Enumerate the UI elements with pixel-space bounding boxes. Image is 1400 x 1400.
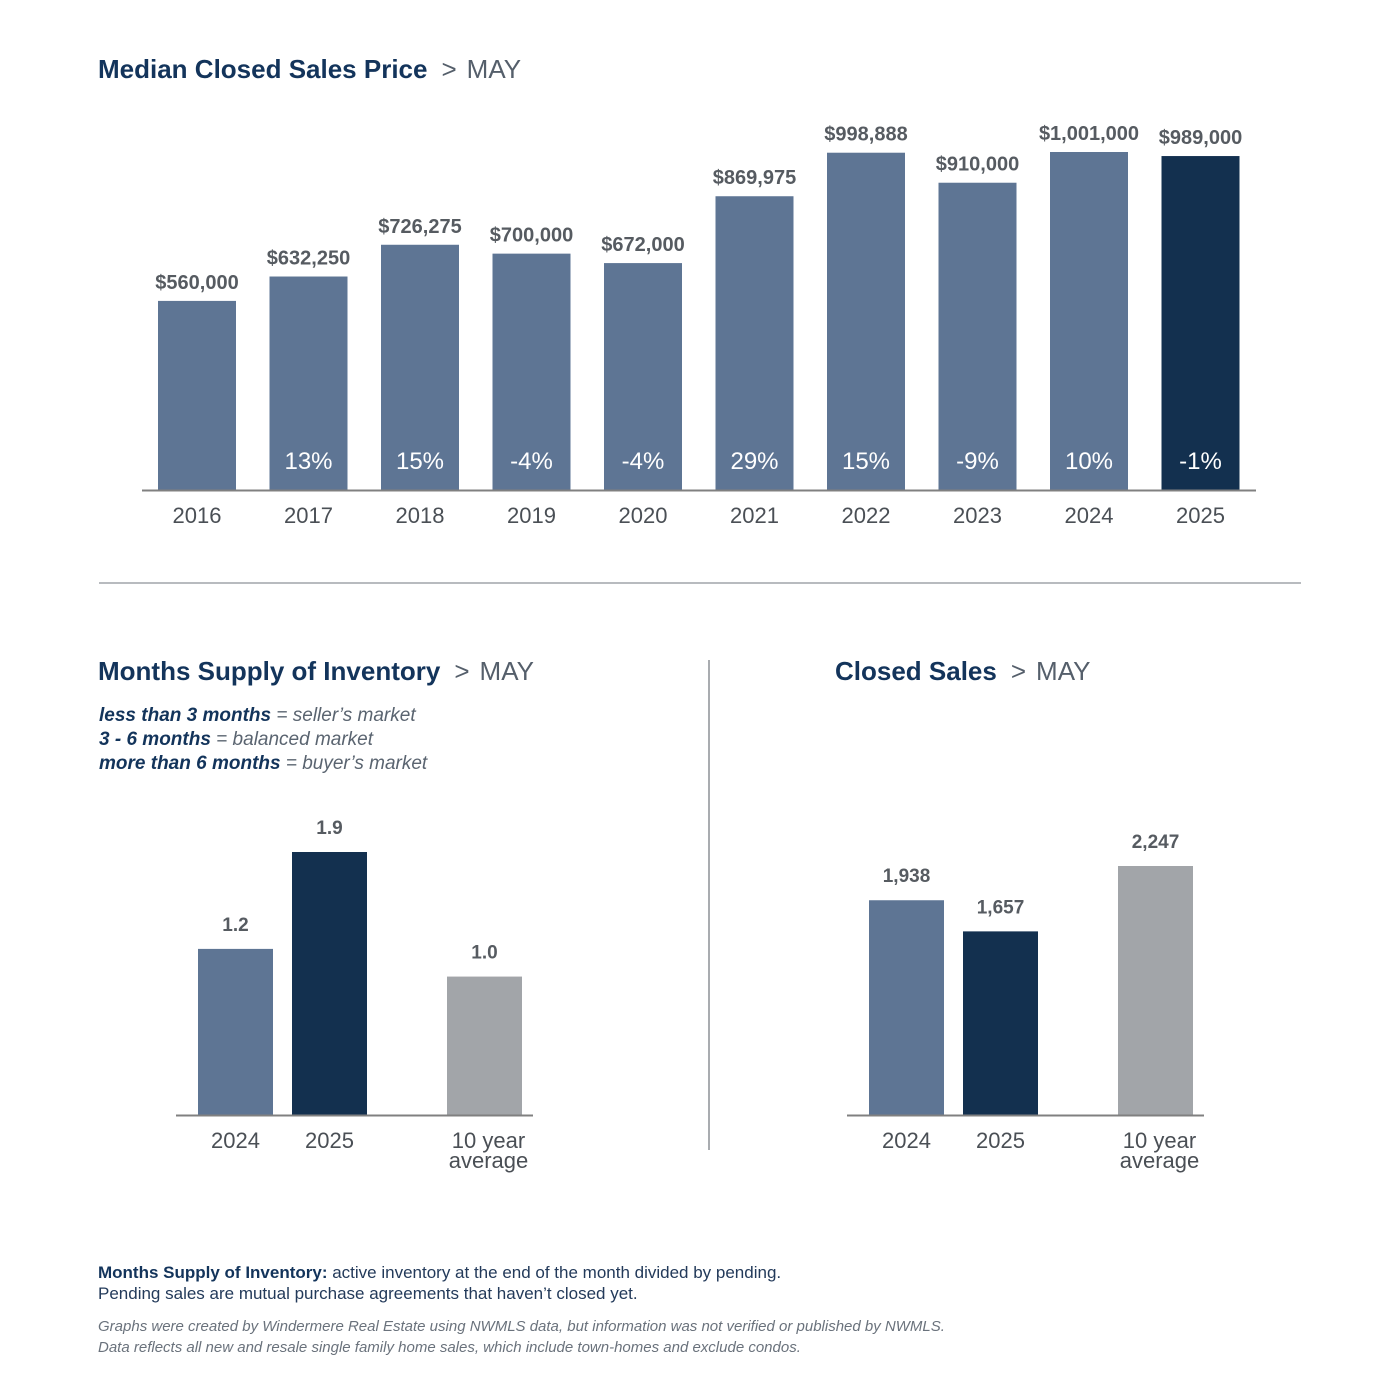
bar-2016 <box>158 300 236 490</box>
year-label-2025: 2025 <box>1176 503 1225 528</box>
year-label-2020: 2020 <box>619 503 668 528</box>
value-label-2022: $998,888 <box>824 124 907 146</box>
bar-2023 <box>938 182 1017 490</box>
category-label-2025: 2025 <box>976 1128 1025 1153</box>
change-label-2017: 13% <box>284 448 332 475</box>
bar-2025 <box>292 852 367 1115</box>
category-label-average: average <box>449 1148 529 1173</box>
footnote-definition: Months Supply of Inventory: active inven… <box>98 1263 782 1282</box>
legend-seller-market: less than 3 months = seller’s market <box>99 705 416 726</box>
value-label-2024: 1.2 <box>222 915 248 936</box>
sales-chart-title: Closed Sales > MAY <box>835 656 1090 687</box>
sales-title-separator: > <box>1010 656 1027 686</box>
year-label-2016: 2016 <box>173 503 222 528</box>
category-label-2024: 2024 <box>882 1128 931 1153</box>
bar-10-year-average <box>447 976 522 1115</box>
bar-2022 <box>827 152 905 491</box>
value-label-2025: 1.9 <box>316 818 342 839</box>
footnote-pending: Pending sales are mutual purchase agreem… <box>98 1284 638 1303</box>
median-title-month: MAY <box>466 54 522 84</box>
value-label-2018: $726,275 <box>378 216 461 238</box>
sales-title-month: MAY <box>1036 656 1091 686</box>
value-label-10-year-average: 2,247 <box>1132 832 1180 853</box>
median-title-separator: > <box>441 54 457 84</box>
bar-10-year-average <box>1118 866 1193 1115</box>
year-label-2017: 2017 <box>284 503 333 528</box>
section-divider <box>99 582 1301 584</box>
value-label-2024: $1,001,000 <box>1039 123 1139 145</box>
change-label-2021: 29% <box>730 448 778 475</box>
category-label-2024: 2024 <box>211 1128 260 1153</box>
median-price-chart: $560,000 2016 $632,250 13% 2017 $726,275 15% 20… <box>142 123 1256 528</box>
value-label-2017: $632,250 <box>267 248 350 270</box>
bar-2025 <box>1161 156 1240 490</box>
legend-buyer-market: more than 6 months = buyer’s market <box>99 753 428 774</box>
year-label-2021: 2021 <box>730 503 779 528</box>
year-label-2022: 2022 <box>842 503 891 528</box>
legend-balanced-market: 3 - 6 months = balanced market <box>99 729 374 750</box>
year-label-2018: 2018 <box>396 503 445 528</box>
disclaimer-source: Graphs were created by Windermere Real E… <box>98 1318 945 1335</box>
bar-2019 <box>492 253 571 490</box>
category-label-2025: 2025 <box>305 1128 354 1153</box>
category-label-average: average <box>1120 1148 1200 1173</box>
bar-2024 <box>869 900 944 1115</box>
bar-2024 <box>1050 152 1128 490</box>
value-label-10-year-average: 1.0 <box>471 943 497 964</box>
value-label-2021: $869,975 <box>713 167 796 189</box>
supply-title-month: MAY <box>479 656 534 686</box>
bar-2025 <box>963 931 1038 1115</box>
disclaimer-scope: Data reflects all new and resale single … <box>98 1339 801 1356</box>
year-label-2024: 2024 <box>1065 503 1114 528</box>
change-label-2020: -4% <box>622 448 665 475</box>
change-label-2023: -9% <box>956 448 999 475</box>
bar-2021 <box>715 196 794 491</box>
year-label-2019: 2019 <box>507 503 556 528</box>
change-label-2019: -4% <box>510 448 553 475</box>
bar-2020 <box>604 263 682 490</box>
change-label-2024: 10% <box>1065 448 1113 475</box>
bar-2024 <box>198 948 273 1115</box>
value-label-2020: $672,000 <box>601 234 684 256</box>
bar-2017 <box>269 276 348 490</box>
supply-chart-title: Months Supply of Inventory > MAY <box>98 656 534 687</box>
value-label-2023: $910,000 <box>936 154 1019 176</box>
median-title-text: Median Closed Sales Price <box>98 54 428 84</box>
change-label-2018: 15% <box>396 448 444 475</box>
value-label-2025: $989,000 <box>1159 127 1242 149</box>
supply-title-text: Months Supply of Inventory <box>98 656 441 686</box>
value-label-2025: 1,657 <box>977 897 1025 918</box>
supply-title-separator: > <box>454 656 470 686</box>
category-label-10-year: 10 year <box>452 1128 525 1153</box>
median-chart-title: Median Closed Sales Price > MAY <box>98 54 521 85</box>
category-label-10-year: 10 year <box>1123 1128 1196 1153</box>
change-label-2022: 15% <box>842 448 890 475</box>
sales-title-text: Closed Sales <box>835 656 997 686</box>
bar-2018 <box>381 244 459 490</box>
value-label-2024: 1,938 <box>883 866 931 887</box>
value-label-2016: $560,000 <box>155 272 238 294</box>
change-label-2025: -1% <box>1179 448 1222 475</box>
year-label-2023: 2023 <box>953 503 1002 528</box>
column-divider <box>708 660 710 1150</box>
value-label-2019: $700,000 <box>490 225 573 247</box>
